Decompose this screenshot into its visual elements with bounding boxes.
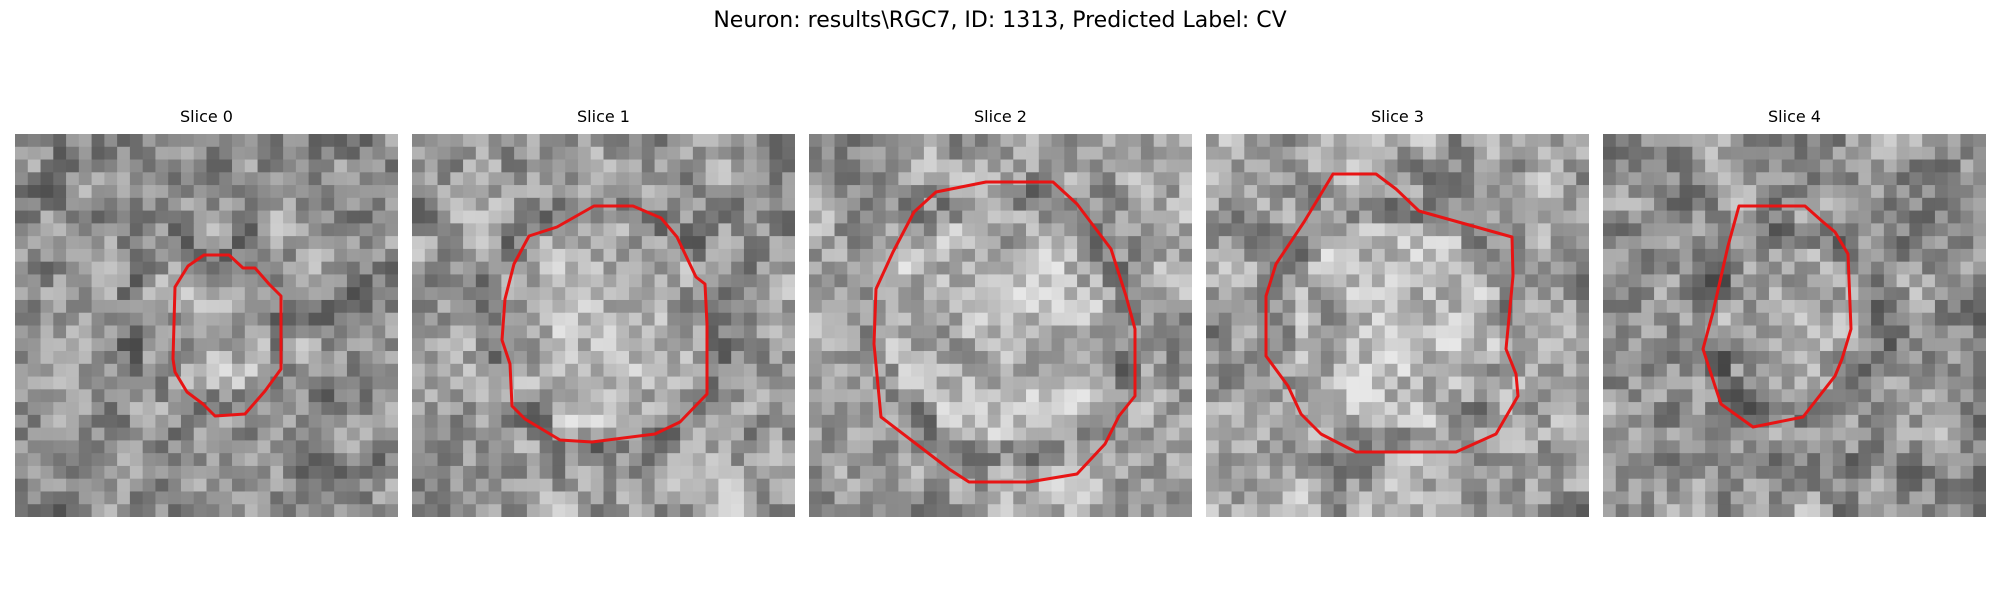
slice-image-3	[1206, 134, 1589, 517]
roi-outline-4	[1701, 204, 1853, 429]
slice-title-2: Slice 2	[974, 107, 1027, 126]
roi-outline-3	[1264, 172, 1520, 454]
slice-title-3: Slice 3	[1371, 107, 1424, 126]
slice-image-0	[15, 134, 398, 517]
slice-pixels-0	[15, 134, 398, 517]
slice-image-4	[1603, 134, 1986, 517]
figure-title: Neuron: results\RGC7, ID: 1313, Predicte…	[713, 8, 1287, 33]
roi-outline-1	[500, 204, 709, 444]
slice-image-2	[809, 134, 1192, 517]
slice-title-0: Slice 0	[180, 107, 233, 126]
slice-pixels-1	[412, 134, 795, 517]
slice-pixels-2	[809, 134, 1192, 517]
slice-image-1	[412, 134, 795, 517]
slice-pixels-4	[1603, 134, 1986, 517]
roi-outline-2	[872, 180, 1137, 484]
roi-outline-0	[171, 253, 283, 418]
slice-title-1: Slice 1	[577, 107, 630, 126]
slice-title-4: Slice 4	[1768, 107, 1821, 126]
